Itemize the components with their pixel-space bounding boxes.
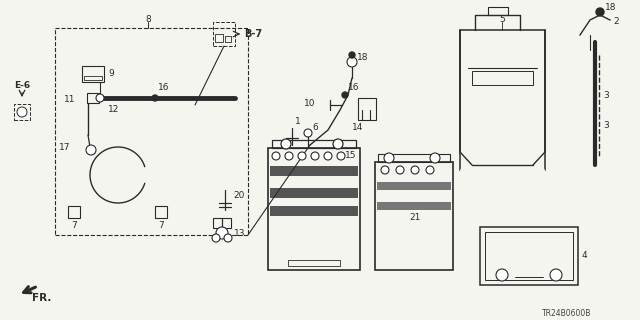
Text: 13: 13 xyxy=(234,228,246,237)
Text: 7: 7 xyxy=(158,220,164,229)
Circle shape xyxy=(349,52,355,58)
Circle shape xyxy=(333,139,343,149)
Circle shape xyxy=(342,92,348,98)
Text: 7: 7 xyxy=(71,220,77,229)
Bar xyxy=(68,206,80,218)
Text: 3: 3 xyxy=(603,121,609,130)
Bar xyxy=(55,28,248,235)
Bar xyxy=(213,218,231,228)
Text: 5: 5 xyxy=(499,15,505,25)
Circle shape xyxy=(381,166,389,174)
Bar xyxy=(270,188,358,198)
Circle shape xyxy=(337,152,345,160)
Bar xyxy=(472,71,533,85)
Text: 12: 12 xyxy=(108,106,120,115)
Circle shape xyxy=(212,234,220,242)
Bar xyxy=(270,166,358,176)
Bar xyxy=(460,30,545,170)
Bar xyxy=(213,22,235,46)
Text: 17: 17 xyxy=(58,143,70,153)
Text: B-7: B-7 xyxy=(244,29,262,39)
Circle shape xyxy=(86,145,96,155)
Text: 9: 9 xyxy=(108,69,114,78)
Circle shape xyxy=(152,95,158,101)
Text: E-6: E-6 xyxy=(14,81,30,90)
Circle shape xyxy=(396,166,404,174)
Text: 14: 14 xyxy=(352,124,364,132)
Bar xyxy=(488,7,508,15)
Bar xyxy=(485,232,573,280)
Bar xyxy=(272,140,356,148)
Text: 3: 3 xyxy=(603,91,609,100)
Circle shape xyxy=(496,269,508,281)
Circle shape xyxy=(550,269,562,281)
Text: 2: 2 xyxy=(613,18,619,27)
Circle shape xyxy=(285,152,293,160)
Bar xyxy=(14,104,30,120)
Bar xyxy=(155,206,167,218)
Circle shape xyxy=(311,152,319,160)
Circle shape xyxy=(298,152,306,160)
Circle shape xyxy=(224,234,232,242)
Circle shape xyxy=(17,107,27,117)
Text: TR24B0600B: TR24B0600B xyxy=(542,308,591,317)
Text: 11: 11 xyxy=(63,95,75,105)
Bar xyxy=(82,66,104,82)
Bar xyxy=(215,34,223,42)
Text: 6: 6 xyxy=(312,124,317,132)
Circle shape xyxy=(304,129,312,137)
Bar xyxy=(480,227,578,285)
Bar xyxy=(378,154,450,162)
Bar xyxy=(268,148,360,270)
Text: FR.: FR. xyxy=(32,293,51,303)
Circle shape xyxy=(324,152,332,160)
Bar xyxy=(270,206,358,216)
Bar xyxy=(377,182,451,190)
Circle shape xyxy=(596,8,604,16)
Bar xyxy=(358,98,376,120)
Text: 18: 18 xyxy=(357,53,369,62)
Circle shape xyxy=(96,94,104,102)
Text: 4: 4 xyxy=(582,252,588,260)
Text: 20: 20 xyxy=(233,190,244,199)
Bar xyxy=(375,162,453,270)
Circle shape xyxy=(216,227,228,239)
Bar xyxy=(87,93,99,103)
Text: 15: 15 xyxy=(345,150,356,159)
Text: 16: 16 xyxy=(158,84,170,92)
Bar xyxy=(225,36,231,42)
Text: 21: 21 xyxy=(410,212,420,221)
Bar xyxy=(288,260,340,266)
Circle shape xyxy=(430,153,440,163)
Circle shape xyxy=(426,166,434,174)
Bar xyxy=(377,202,451,210)
Circle shape xyxy=(281,139,291,149)
Text: 16: 16 xyxy=(348,84,360,92)
Text: 1: 1 xyxy=(295,117,301,126)
Text: 10: 10 xyxy=(303,99,315,108)
Text: 8: 8 xyxy=(145,15,151,25)
Circle shape xyxy=(347,57,357,67)
Bar xyxy=(84,76,102,80)
Circle shape xyxy=(384,153,394,163)
Text: 18: 18 xyxy=(605,4,616,12)
Circle shape xyxy=(411,166,419,174)
Circle shape xyxy=(272,152,280,160)
